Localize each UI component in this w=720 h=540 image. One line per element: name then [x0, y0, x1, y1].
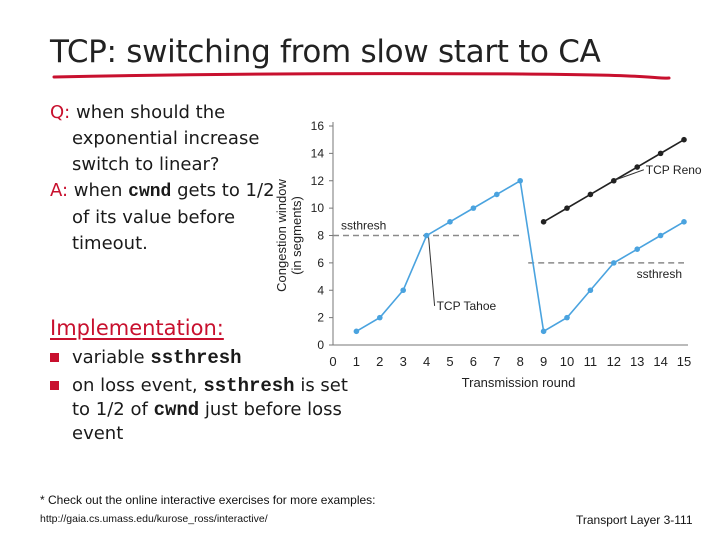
bullet2-text-pre: on loss event, [72, 375, 198, 396]
y-axis-label-line1: Congestion window [274, 179, 289, 292]
tahoe-data-point [377, 314, 383, 321]
x-tick-label: 6 [470, 354, 477, 369]
bullet2-code-ssthresh: ssthresh [203, 375, 295, 397]
tahoe-data-point [587, 287, 594, 294]
y-tick-label: 14 [311, 146, 325, 160]
reno-data-point [611, 177, 617, 184]
x-tick-label: 3 [400, 354, 407, 369]
question: Q: when should the exponential increase … [50, 100, 280, 178]
tahoe-data-point [540, 328, 547, 335]
tahoe-data-point [681, 219, 687, 225]
x-tick-label: 0 [329, 354, 336, 369]
answer: A: when cwnd gets to 1/2 of its value be… [50, 178, 280, 257]
tahoe-data-point [494, 191, 500, 198]
slide-title: TCP: switching from slow start to CA [50, 34, 601, 70]
y-tick-label: 4 [317, 283, 324, 297]
y-tick-label: 16 [311, 119, 325, 133]
question-label: Q: [50, 102, 71, 123]
y-tick-label: 0 [317, 338, 324, 352]
ssthresh-label: ssthresh [341, 219, 386, 233]
reno-data-point [540, 219, 547, 225]
tahoe-data-point [517, 177, 523, 184]
x-tick-label: 13 [630, 354, 644, 369]
answer-text-pre: when [73, 180, 123, 201]
square-bullet-icon [50, 353, 59, 362]
x-tick-label: 9 [540, 354, 547, 369]
x-tick-label: 5 [446, 354, 453, 369]
x-tick-label: 1 [353, 354, 360, 369]
tahoe-data-point [353, 328, 360, 335]
answer-label: A: [50, 180, 69, 201]
x-tick-label: 15 [677, 354, 691, 369]
square-bullet-icon [50, 381, 59, 390]
y-tick-label: 8 [317, 229, 324, 243]
reno-data-point [634, 164, 640, 170]
reno-data-point [681, 136, 687, 143]
x-tick-label: 4 [423, 354, 430, 369]
question-answer-block: Q: when should the exponential increase … [50, 100, 280, 257]
x-tick-label: 8 [517, 354, 524, 369]
question-text: when should the exponential increase swi… [72, 102, 260, 175]
answer-code-cwnd: cwnd [128, 182, 172, 202]
y-tick-label: 2 [317, 311, 324, 325]
reno-data-point [564, 205, 570, 211]
tahoe-data-point [634, 246, 640, 252]
slide-footer: Transport Layer 3-111 [576, 513, 693, 527]
bullet1-text: variable [72, 347, 145, 368]
y-tick-label: 12 [311, 174, 325, 188]
reno-data-point [587, 191, 594, 198]
tahoe-label: TCP Tahoe [437, 299, 497, 313]
y-tick-label: 10 [311, 201, 325, 215]
bullet1-code: ssthresh [150, 347, 242, 369]
answer-text-post: gets to 1/2 of its value before timeout. [72, 180, 275, 254]
bullet-variable-ssthresh: variable ssthresh [50, 346, 350, 370]
bullet-loss-event: on loss event, ssthresh is set to 1/2 of… [50, 374, 350, 446]
reno-label: TCP Reno [646, 163, 702, 177]
x-axis-label: Transmission round [462, 375, 576, 390]
x-tick-label: 2 [376, 354, 383, 369]
bullet2-text-post: just before loss event [72, 399, 342, 444]
y-axis-label-line2: (in segments) [289, 196, 304, 275]
tahoe-data-point [423, 232, 430, 239]
reno-label-leader [615, 169, 644, 181]
y-tick-label: 6 [317, 256, 324, 270]
tahoe-data-point [400, 287, 406, 294]
tahoe-data-point [447, 219, 453, 225]
title-underline [52, 72, 671, 80]
note-text: * Check out the online interactive exerc… [40, 493, 376, 507]
implementation-heading: Implementation: [50, 316, 224, 340]
note-link[interactable]: http://gaia.cs.umass.edu/kurose_ross/int… [40, 513, 268, 525]
x-tick-label: 12 [607, 354, 621, 369]
bullet2-text-mid: is set to 1/2 of [72, 375, 348, 420]
implementation-bullets: variable ssthresh on loss event, ssthres… [50, 346, 350, 450]
tahoe-data-point [611, 260, 617, 266]
tahoe-data-point [470, 205, 477, 211]
x-tick-label: 11 [584, 354, 598, 369]
tahoe-data-point [564, 314, 570, 321]
tahoe-label-leader [428, 237, 436, 306]
x-tick-label: 7 [493, 354, 500, 369]
ssthresh-label: ssthresh [637, 267, 682, 281]
bullet2-code-cwnd: cwnd [153, 399, 200, 421]
tahoe-series-line [355, 179, 685, 333]
x-tick-label: 10 [560, 354, 574, 369]
reno-data-point [657, 150, 664, 157]
x-tick-label: 14 [653, 354, 667, 369]
interactive-exercises-note: * Check out the online interactive exerc… [40, 491, 390, 528]
tahoe-data-point [657, 232, 664, 239]
